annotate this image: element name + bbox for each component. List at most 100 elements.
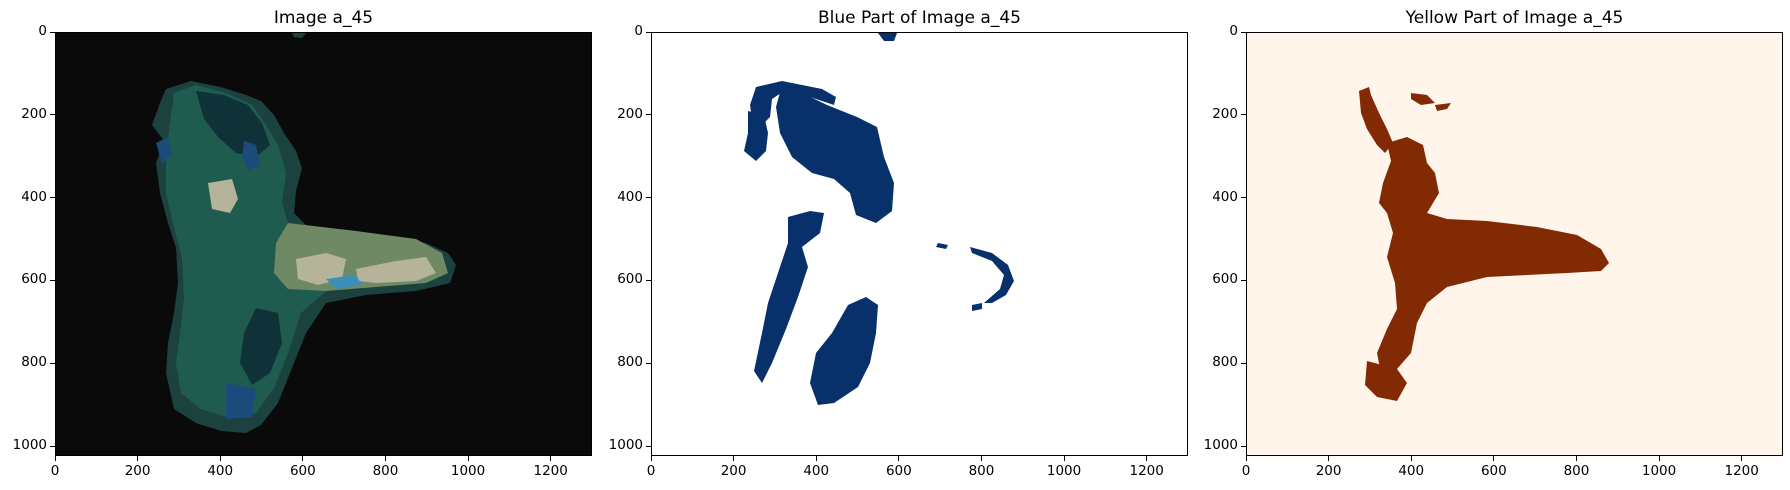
y-tick-mark	[646, 362, 651, 364]
y-tick-label: 600	[1212, 271, 1238, 288]
panel-1-image	[55, 32, 592, 456]
y-tick-mark	[646, 197, 651, 199]
x-tick-mark	[1493, 456, 1495, 461]
y-tick-mark	[646, 279, 651, 281]
y-tick-mark	[50, 31, 55, 33]
region-blue-patch-1	[156, 137, 172, 163]
x-tick-label: 400	[207, 463, 234, 479]
x-tick-mark	[1245, 456, 1247, 461]
x-tick-mark	[137, 456, 139, 461]
y-tick-mark	[50, 445, 55, 447]
panel-3-image	[1246, 32, 1783, 456]
blue-region-main-upper	[776, 85, 894, 223]
y-tick-label: 0	[634, 23, 643, 39]
region-pale-spot-right	[356, 257, 436, 283]
yellow-region-speck-top	[1411, 93, 1435, 105]
y-tick-mark	[1241, 31, 1246, 33]
x-tick-label: 600	[885, 463, 912, 479]
y-tick-label: 1000	[12, 437, 47, 454]
region-top-speck	[292, 33, 306, 38]
x-tick-mark	[1741, 456, 1743, 461]
region-blue-patch-2	[242, 141, 260, 171]
region-dark-patch-bottom	[240, 308, 282, 385]
blue-region-left-lower	[754, 211, 824, 383]
panel-2-background	[652, 33, 1187, 455]
x-tick-label: 0	[646, 463, 656, 479]
x-tick-mark	[815, 456, 817, 461]
blue-region-top-speck	[878, 33, 897, 41]
x-tick-mark	[1658, 456, 1660, 461]
yellow-region-speck-right	[1435, 103, 1451, 111]
y-tick-label: 200	[1212, 105, 1238, 122]
x-tick-label: 800	[372, 463, 399, 479]
x-tick-label: 1000	[1046, 463, 1082, 479]
y-tick-mark	[646, 445, 651, 447]
blue-region-arc	[750, 81, 836, 123]
x-tick-label: 400	[803, 463, 830, 479]
blue-region-crescent	[970, 247, 1014, 303]
x-tick-mark	[219, 456, 221, 461]
y-tick-label: 400	[21, 188, 47, 205]
yellow-region-lower-blob	[1365, 361, 1407, 401]
x-tick-label: 400	[1398, 463, 1425, 479]
x-tick-mark	[898, 456, 900, 461]
x-tick-label: 600	[289, 463, 316, 479]
x-tick-mark	[54, 456, 56, 461]
y-tick-mark	[1241, 445, 1246, 447]
x-tick-label: 800	[1563, 463, 1590, 479]
y-tick-mark	[1241, 362, 1246, 364]
y-tick-label: 0	[38, 23, 47, 39]
y-tick-label: 600	[21, 271, 47, 288]
yellow-region-main	[1377, 137, 1609, 373]
blue-region-dot-1	[936, 243, 948, 249]
x-tick-label: 1000	[1641, 463, 1677, 479]
x-tick-label: 200	[720, 463, 747, 479]
y-tick-label: 600	[617, 271, 643, 288]
x-tick-mark	[980, 456, 982, 461]
x-tick-mark	[733, 456, 735, 461]
x-tick-mark	[384, 456, 386, 461]
y-tick-label: 400	[1212, 188, 1238, 205]
panel-2-title: Blue Part of Image a_45	[818, 8, 1021, 28]
x-tick-label: 600	[1480, 463, 1507, 479]
x-tick-label: 0	[50, 463, 60, 479]
panel-3-title: Yellow Part of Image a_45	[1405, 8, 1624, 28]
x-tick-label: 200	[1315, 463, 1342, 479]
x-tick-mark	[1146, 456, 1148, 461]
x-tick-mark	[467, 456, 469, 461]
x-tick-label: 1200	[1724, 463, 1759, 479]
panel-1-title: Image a_45	[273, 8, 374, 28]
x-tick-mark	[1328, 456, 1330, 461]
region-pale-spot-left	[296, 253, 346, 285]
panel-2-image	[651, 32, 1188, 456]
y-tick-mark	[1241, 197, 1246, 199]
blue-region-dot-2	[972, 303, 982, 311]
x-tick-label: 1200	[1129, 463, 1164, 479]
y-tick-label: 800	[21, 354, 47, 371]
y-tick-label: 1000	[1203, 437, 1238, 454]
y-tick-mark	[1241, 114, 1246, 116]
x-tick-mark	[1063, 456, 1065, 461]
y-tick-label: 400	[617, 188, 643, 205]
region-blue-patch-3	[226, 383, 256, 419]
x-tick-mark	[1410, 456, 1412, 461]
yellow-region-upper-left	[1359, 87, 1393, 153]
y-tick-mark	[1241, 279, 1246, 281]
y-tick-mark	[646, 114, 651, 116]
x-tick-label: 0	[1241, 463, 1251, 479]
y-tick-label: 800	[617, 354, 643, 371]
y-tick-label: 800	[1212, 354, 1238, 371]
y-tick-label: 0	[1229, 23, 1238, 39]
region-pale-spot-upper	[208, 179, 238, 213]
y-tick-mark	[50, 197, 55, 199]
x-tick-label: 1200	[533, 463, 568, 479]
y-tick-label: 200	[21, 105, 47, 122]
x-tick-mark	[302, 456, 304, 461]
x-tick-label: 1000	[450, 463, 486, 479]
x-tick-mark	[1575, 456, 1577, 461]
y-tick-mark	[50, 114, 55, 116]
x-tick-label: 800	[968, 463, 995, 479]
y-tick-mark	[50, 279, 55, 281]
blue-region-main-lower	[810, 297, 878, 405]
y-tick-mark	[50, 362, 55, 364]
